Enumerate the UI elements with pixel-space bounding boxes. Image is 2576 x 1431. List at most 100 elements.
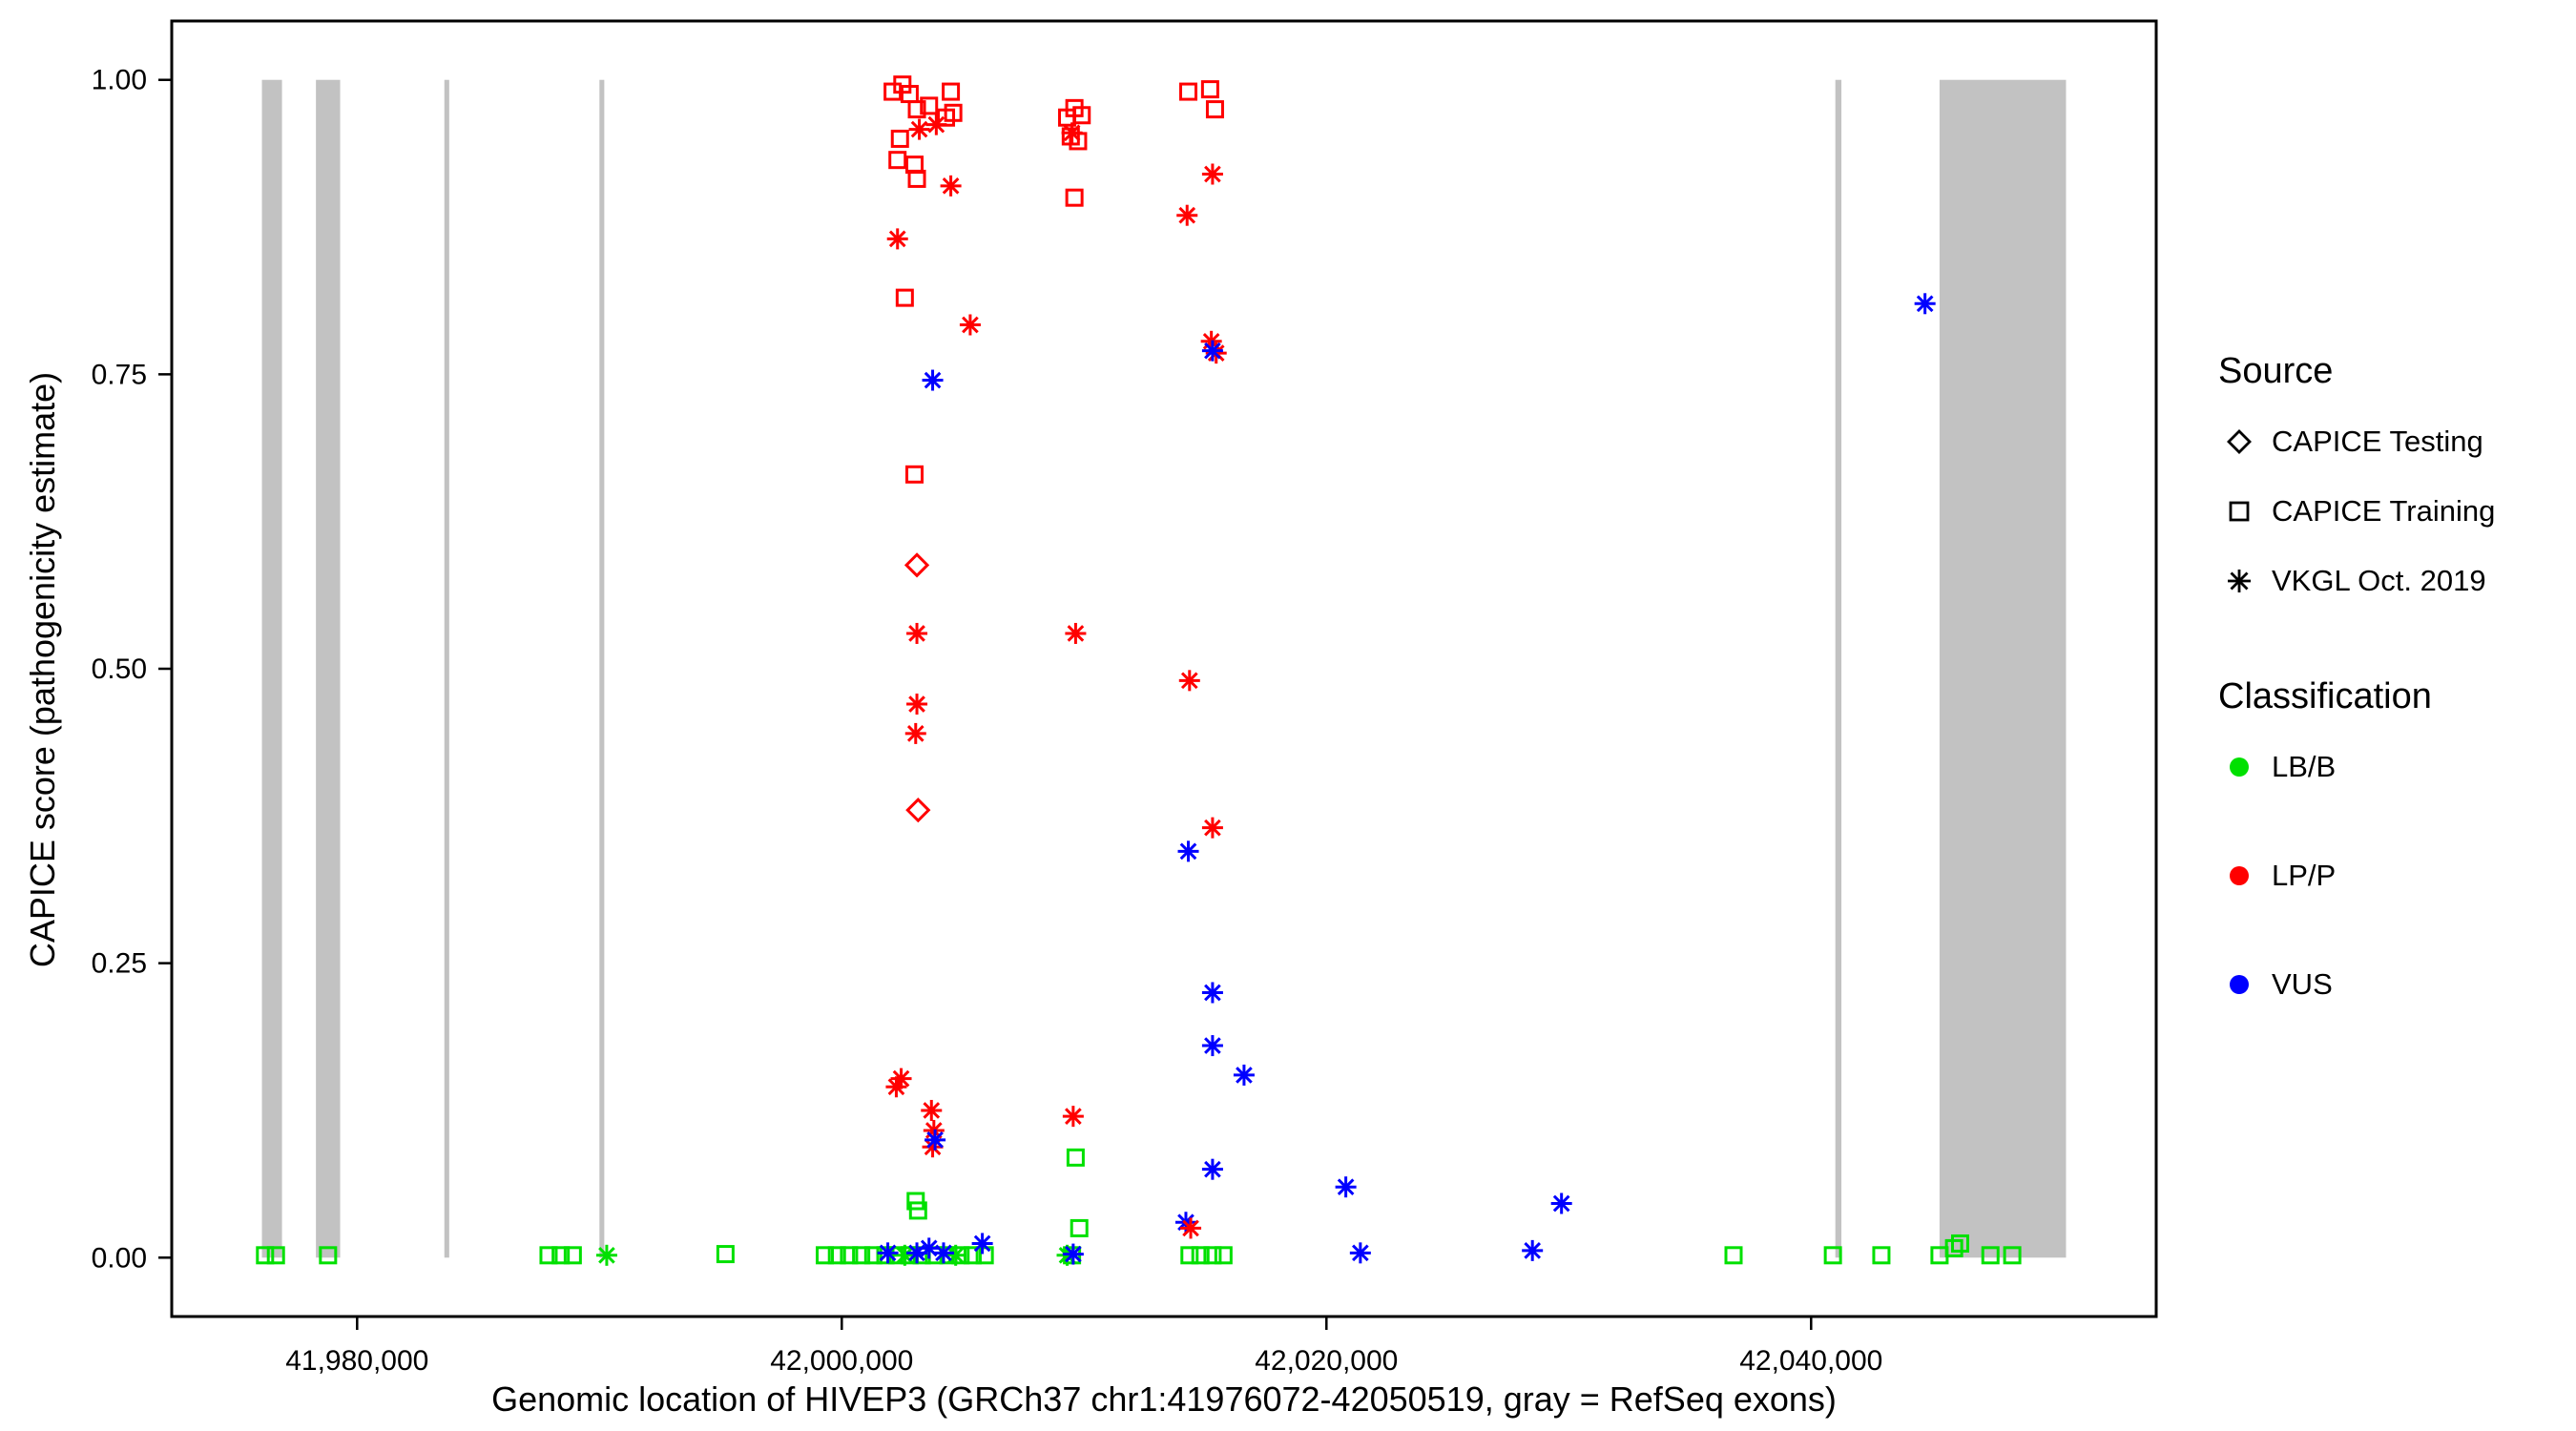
data-point-lb-b (256, 1246, 275, 1265)
plot-panel-border (170, 19, 2158, 1318)
data-point-lp-p (886, 228, 908, 250)
legend-item-label: LP/P (2272, 859, 2337, 892)
data-point-lb-b (1981, 1246, 2000, 1265)
x-tick-label: 42,020,000 (1255, 1345, 1398, 1377)
data-point-lp-p (1201, 817, 1223, 839)
data-point-lb-b (595, 1244, 617, 1266)
data-point-lp-p (1178, 670, 1200, 692)
y-axis-title: CAPICE score (pathogenicity estimate) (23, 371, 62, 968)
data-point-lb-b (906, 1192, 925, 1211)
data-point-lb-b (827, 1246, 846, 1265)
data-point-lb-b (266, 1246, 285, 1265)
data-point-lb-b (1214, 1246, 1233, 1265)
y-tick-label: 0.25 (92, 948, 147, 980)
data-point-vus (1550, 1192, 1572, 1214)
data-point-lp-p (1180, 1217, 1202, 1239)
data-point-vus (922, 369, 944, 391)
data-point-lp-p (907, 100, 926, 119)
data-point-lp-p (906, 694, 928, 716)
legend-item-lb-b: LB/B (2218, 746, 2495, 788)
refseq-exon-band (599, 79, 605, 1258)
data-point-vus (924, 1129, 946, 1151)
data-point-lp-p (904, 465, 924, 484)
data-point-vus (1062, 1243, 1084, 1265)
data-point-lp-p (942, 82, 961, 101)
refseq-exon-band (261, 79, 282, 1258)
data-point-vus (918, 1237, 940, 1259)
data-point-vus (1201, 982, 1223, 1004)
data-point-lp-p (1065, 188, 1084, 207)
data-point-lb-b (1180, 1246, 1199, 1265)
legend-classification-title: Classification (2218, 676, 2432, 716)
data-point-lp-p (1201, 163, 1223, 185)
refseq-exon-band (1939, 79, 2067, 1258)
data-point-lp-p (904, 722, 926, 744)
data-point-vus (932, 1242, 954, 1264)
data-point-lb-b (319, 1246, 338, 1265)
data-point-lb-b (1066, 1148, 1085, 1167)
data-point-lb-b (716, 1245, 735, 1264)
data-point-lb-b (816, 1246, 835, 1265)
data-point-vus (1201, 1158, 1223, 1180)
legend-item-vkgl-oct-2019: VKGL Oct. 2019 (2218, 560, 2495, 602)
data-point-lb-b (863, 1246, 883, 1265)
x-tick-label: 41,980,000 (285, 1345, 428, 1377)
data-point-lb-b (1872, 1246, 1891, 1265)
diamond-icon (2218, 421, 2260, 463)
color-dot-icon (2218, 855, 2260, 897)
data-point-lp-p (920, 96, 939, 115)
data-point-lp-p (1200, 80, 1219, 99)
legend-item-label: LB/B (2272, 750, 2337, 783)
data-point-vus (1335, 1176, 1357, 1198)
x-tick-label: 42,040,000 (1739, 1345, 1882, 1377)
data-point-lb-b (1950, 1234, 1969, 1253)
data-point-lp-p (1065, 622, 1087, 644)
data-point-lp-p (1061, 122, 1083, 144)
legend-item-label: VUS (2272, 967, 2333, 1001)
square-icon (2218, 490, 2260, 532)
y-tick-label: 0.50 (92, 653, 147, 685)
data-point-vus (1233, 1064, 1255, 1086)
data-point-lp-p (890, 129, 909, 148)
data-point-lb-b (1823, 1246, 1842, 1265)
data-point-lp-p (1205, 100, 1224, 119)
data-point-lb-b (840, 1246, 859, 1265)
color-dot-icon (2218, 746, 2260, 788)
data-point-lp-p (1176, 204, 1198, 226)
refseq-exon-band (444, 79, 449, 1258)
data-point-lp-p (940, 175, 962, 197)
data-point-vus (1914, 293, 1936, 315)
data-point-lb-b (539, 1246, 558, 1265)
data-point-lb-b (551, 1246, 571, 1265)
data-point-lp-p (1072, 106, 1091, 125)
data-point-lb-b (1191, 1246, 1210, 1265)
data-point-vus (1177, 840, 1199, 862)
data-point-lp-p (895, 288, 914, 307)
legend-source-items: CAPICE Testing CAPICE Training VKGL Oct. 2… (2218, 421, 2495, 602)
data-point-lp-p (1062, 1106, 1084, 1128)
data-point-lb-b (1203, 1246, 1222, 1265)
legend-item-vus: VUS (2218, 964, 2495, 1006)
data-point-lb-b (563, 1246, 582, 1265)
legend-item-lp-p: LP/P (2218, 855, 2495, 897)
legend-item-label: CAPICE Training (2272, 494, 2496, 528)
refseq-exon-band (316, 79, 341, 1258)
data-point-lb-b (908, 1201, 927, 1220)
color-dot-icon (2218, 964, 2260, 1006)
data-point-lp-p (1179, 82, 1198, 101)
data-point-lb-b (1724, 1246, 1743, 1265)
data-point-lp-p (908, 118, 930, 140)
x-tick-label: 42,000,000 (770, 1345, 913, 1377)
data-point-lp-p (890, 1068, 912, 1089)
data-point-lb-b (1070, 1218, 1089, 1237)
legend-item-capice-training: CAPICE Training (2218, 490, 2495, 532)
asterisk-icon (2218, 560, 2260, 602)
data-point-vus (1349, 1242, 1371, 1264)
legend-item-label: CAPICE Testing (2272, 425, 2483, 458)
legend-item-label: VKGL Oct. 2019 (2272, 564, 2486, 597)
data-point-lp-p (906, 622, 928, 644)
data-point-lb-b (1944, 1238, 1963, 1257)
data-point-vus (971, 1233, 993, 1255)
